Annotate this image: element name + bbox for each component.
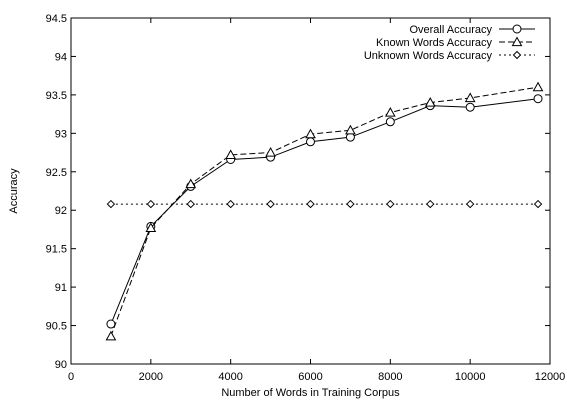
data-point-circle	[465, 102, 475, 112]
plot-border	[70, 17, 551, 365]
data-point-diamond	[146, 199, 156, 209]
y-tick-label: 90.5	[46, 321, 67, 333]
axis-ticks: 0 2000 4000 6000 8000 10000 12000 90 90.5 91 91.5 9…	[46, 13, 566, 383]
series-group	[105, 81, 544, 341]
legend-label: Overall Accuracy	[409, 24, 492, 36]
data-point-triangle	[105, 330, 117, 341]
data-point-diamond	[266, 199, 275, 209]
data-point-triangle	[265, 147, 276, 157]
legend-marker-triangle	[511, 36, 523, 47]
data-point-diamond	[533, 199, 543, 209]
y-tick-label: 91.5	[46, 244, 67, 256]
data-point-diamond	[426, 199, 435, 209]
series-circle	[106, 94, 543, 329]
data-point-triangle	[384, 107, 396, 117]
x-tick-label: 0	[68, 371, 74, 383]
legend-label: Unknown Words Accuracy	[364, 50, 493, 62]
y-tick-label: 91	[55, 282, 67, 294]
data-point-diamond	[346, 199, 355, 209]
x-tick-label: 12000	[535, 371, 566, 383]
x-tick-label: 4000	[218, 371, 242, 383]
data-point-triangle	[185, 178, 197, 189]
data-point-triangle	[145, 222, 157, 233]
y-tick-label: 94	[55, 51, 67, 63]
data-point-diamond	[186, 199, 195, 209]
plot-frame	[70, 17, 551, 365]
data-point-diamond	[106, 199, 116, 209]
legend-marker-diamond	[512, 50, 522, 60]
series-line	[110, 98, 539, 325]
x-tick-label: 6000	[298, 371, 322, 383]
data-point-circle	[385, 117, 395, 127]
data-point-circle	[106, 319, 116, 329]
data-point-triangle	[345, 124, 356, 135]
data-point-triangle	[305, 128, 316, 139]
data-point-circle	[306, 137, 315, 147]
data-point-diamond	[226, 199, 235, 209]
series-diamond	[106, 199, 543, 209]
x-tick-label: 10000	[455, 371, 486, 383]
data-point-circle	[345, 132, 355, 142]
y-axis-label: Accuracy	[8, 168, 20, 214]
y-tick-label: 90	[55, 359, 67, 371]
x-tick-label: 2000	[139, 371, 163, 383]
legend-marker-circle	[512, 24, 522, 34]
data-point-diamond	[306, 199, 315, 209]
y-tick-label: 92.5	[46, 167, 67, 179]
data-point-triangle	[424, 97, 436, 107]
data-point-triangle	[225, 149, 237, 159]
y-tick-label: 93	[55, 128, 67, 140]
y-tick-label: 93.5	[46, 90, 67, 102]
data-point-triangle	[464, 92, 476, 103]
data-point-diamond	[386, 199, 395, 209]
data-point-triangle	[532, 81, 544, 92]
y-tick-label: 94.5	[46, 13, 67, 25]
series-line	[110, 86, 539, 337]
series-triangle	[105, 81, 544, 341]
y-tick-label: 92	[55, 205, 67, 217]
legend-label: Known Words Accuracy	[376, 37, 492, 49]
data-point-circle	[533, 94, 543, 104]
data-point-diamond	[465, 199, 475, 209]
x-tick-label: 8000	[378, 371, 402, 383]
x-axis-label: Number of Words in Training Corpus	[221, 387, 400, 399]
